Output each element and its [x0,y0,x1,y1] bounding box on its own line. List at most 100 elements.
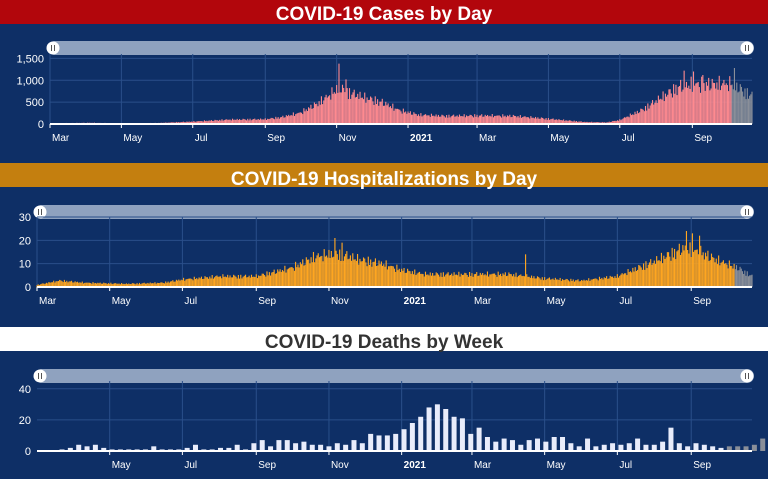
bar-2020-11-26 [365,102,367,124]
bar-2021-09-20 [713,257,715,287]
y-tick-label-1: 20 [19,415,31,427]
range-slider-end-handle[interactable] [740,369,754,383]
bar-2020-08-13 [233,274,235,287]
bar-2020-04-14 [88,282,90,287]
bar-2021-01-10 [417,114,420,124]
bar-2020-03-05 [41,283,43,287]
bar-2021-06-03 [583,279,585,287]
bar-2021-05-02 [549,119,551,124]
bar-2020-08-26 [257,118,259,124]
bar-2021-09-23 [717,89,719,124]
bar-2020-08-12 [241,119,243,124]
bar-2020-10-06 [305,109,307,124]
bar-2021-04-01 [512,114,514,124]
range-slider-start-handle[interactable] [33,369,47,383]
bar-2020-12-24 [391,266,393,287]
bar-2020-12-27 [393,433,399,451]
bar-2021-07-28 [650,103,652,124]
x-tick-label-0: May [112,460,131,471]
bar-2020-09-16 [282,115,284,124]
bar-2021-03-22 [501,117,503,124]
bar-2021-09-30 [725,83,727,124]
range-slider-start-handle[interactable] [46,41,60,55]
bar-2020-08-23 [254,118,256,124]
bar-2020-06-22 [181,121,183,124]
bar-2020-06-19 [167,281,169,287]
bar-2020-09-06 [270,117,272,124]
bar-2021-09-01 [691,91,693,124]
bar-2021-09-03 [693,251,695,287]
bar-2021-06-14 [596,279,598,287]
bar-2021-09-25 [719,90,721,124]
bar-2021-01-13 [421,116,423,124]
bar-2020-10-30 [333,92,335,124]
bar-2021-10-05 [731,265,733,287]
bar-2020-11-03 [338,63,340,125]
bar-2020-09-12 [268,272,270,287]
bar-2020-12-11 [376,266,378,287]
bar-2020-07-09 [191,279,193,287]
bar-2020-03-26 [66,280,68,287]
range-slider-end-handle[interactable] [740,205,754,219]
bar-2020-07-19 [203,278,205,287]
bar-2020-12-28 [396,264,398,287]
x-tick-label-7: Jul [619,460,632,471]
bar-2020-08-15 [244,119,246,124]
bar-2020-11-11 [340,261,342,287]
bar-2021-02-01 [438,274,440,287]
bar-2021-07-31 [654,102,656,124]
bar-2021-07-10 [627,269,629,287]
bar-2021-03-20 [494,273,496,287]
bar-2020-11-22 [353,259,355,287]
bar-2021-03-31 [507,275,509,287]
bar-2021-08-18 [673,248,676,287]
bar-2021-08-30 [688,253,690,287]
bar-2020-08-20 [241,278,243,287]
range-slider-end-handle[interactable] [740,41,754,55]
bar-2020-12-19 [385,260,387,287]
range-slider-start-handle[interactable] [33,205,47,219]
range-slider-track[interactable] [35,205,754,219]
bar-2020-05-04 [112,283,114,287]
bar-2020-11-25 [364,92,366,124]
bar-2020-11-01 [326,446,332,451]
bar-2021-06-08 [589,280,591,287]
bar-2021-05-13 [558,279,560,287]
bar-2021-02-27 [469,272,471,287]
bar-2021-06-29 [616,120,618,124]
bar-2020-12-17 [383,264,385,287]
bar-2021-06-25 [609,275,611,287]
bar-2021-03-11 [488,116,490,124]
bar-2020-11-12 [348,88,351,124]
bar-2021-04-18 [528,276,530,287]
bar-2021-08-07 [662,91,664,124]
bar-2020-09-14 [279,117,282,124]
bar-2021-06-21 [604,278,606,287]
bar-2021-02-07 [450,116,452,124]
bar-2021-09-10 [702,75,704,124]
range-slider-track[interactable] [48,41,754,55]
bar-2021-04-08 [516,277,518,287]
bar-2020-12-16 [382,265,384,287]
bar-2021-04-21 [536,118,538,124]
range-slider-track[interactable] [35,369,754,383]
bar-2020-09-06 [259,440,265,451]
bar-2021-09-26 [721,85,723,124]
bar-2021-10-31 [760,438,766,451]
bar-2020-10-10 [310,104,312,124]
bar-2021-08-25 [682,245,684,287]
bar-2021-09-13 [705,81,707,124]
bar-2021-06-13 [593,446,599,451]
bar-2020-07-25 [220,120,222,124]
bar-2021-10-05 [731,84,733,124]
bar-2021-05-26 [573,281,576,287]
x-tick-label-9: Sep [694,133,712,144]
bar-2020-12-23 [396,108,399,124]
bar-2021-08-28 [685,231,688,287]
bar-2021-02-08 [451,115,454,124]
bar-2021-03-21 [495,274,497,287]
bar-2021-05-08 [556,119,558,124]
bar-2020-07-15 [198,277,200,287]
bar-2020-10-19 [320,96,322,124]
bar-2021-05-21 [571,121,573,124]
